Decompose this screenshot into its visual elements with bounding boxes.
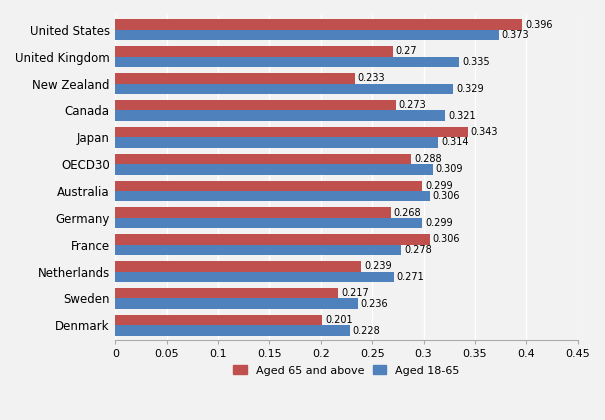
Text: 0.278: 0.278 (404, 245, 432, 255)
Text: 0.373: 0.373 (502, 30, 529, 40)
Bar (116, 100, 396, 110)
Text: 0.273: 0.273 (399, 100, 427, 110)
Legend: Aged 65 and above, Aged 18-65: Aged 65 and above, Aged 18-65 (229, 361, 464, 380)
Bar (116, 315, 322, 326)
Bar (116, 127, 468, 137)
Bar (116, 272, 394, 282)
Bar (116, 46, 393, 57)
Text: 0.306: 0.306 (433, 234, 460, 244)
Text: 0.288: 0.288 (414, 154, 442, 164)
Text: 0.309: 0.309 (436, 164, 463, 174)
Bar (116, 57, 459, 67)
Bar (116, 245, 401, 255)
Bar (116, 30, 499, 40)
Text: 0.228: 0.228 (353, 326, 381, 336)
Bar (116, 326, 350, 336)
Text: 0.27: 0.27 (396, 47, 417, 56)
Text: 0.314: 0.314 (441, 137, 468, 147)
Text: 0.271: 0.271 (397, 272, 425, 282)
Text: 0.239: 0.239 (364, 261, 391, 271)
Bar (116, 218, 422, 228)
Text: 0.236: 0.236 (361, 299, 388, 309)
Text: 0.268: 0.268 (394, 207, 421, 218)
Text: 0.329: 0.329 (456, 84, 484, 94)
Bar (116, 299, 358, 309)
Text: 0.321: 0.321 (448, 110, 476, 121)
Bar (116, 154, 411, 164)
Text: 0.396: 0.396 (525, 20, 553, 29)
Bar (116, 110, 445, 121)
Bar (116, 19, 522, 30)
Bar (116, 137, 438, 148)
Text: 0.306: 0.306 (433, 191, 460, 201)
Bar (116, 181, 422, 191)
Text: 0.201: 0.201 (325, 315, 353, 325)
Bar (116, 261, 361, 272)
Bar (116, 164, 433, 175)
Text: 0.299: 0.299 (425, 181, 453, 191)
Bar (116, 288, 338, 299)
Bar (116, 191, 430, 202)
Text: 0.343: 0.343 (471, 127, 499, 137)
Bar (116, 84, 453, 94)
Text: 0.217: 0.217 (341, 288, 369, 298)
Bar (116, 234, 430, 245)
Text: 0.299: 0.299 (425, 218, 453, 228)
Bar (116, 73, 355, 84)
Text: 0.233: 0.233 (358, 73, 385, 83)
Bar (116, 207, 391, 218)
Text: 0.335: 0.335 (463, 57, 490, 67)
